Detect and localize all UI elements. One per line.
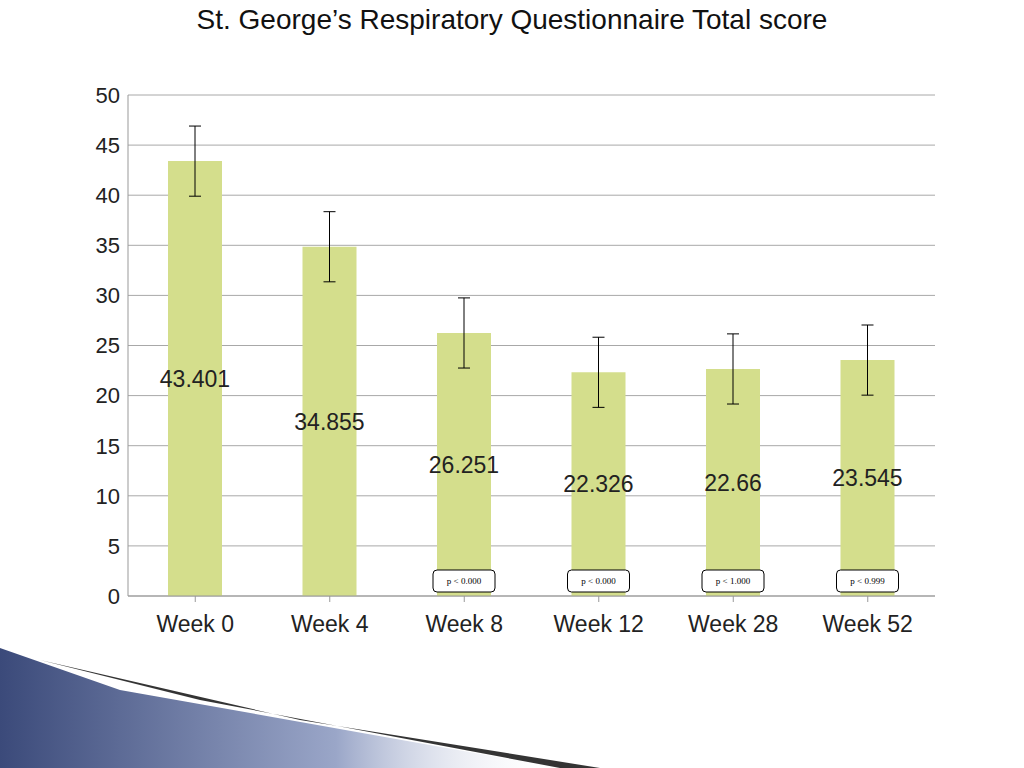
svg-text:0: 0: [108, 584, 120, 609]
svg-text:20: 20: [96, 383, 120, 408]
svg-text:22.326: 22.326: [563, 471, 633, 497]
svg-text:15: 15: [96, 434, 120, 459]
svg-text:Week 0: Week 0: [156, 611, 234, 637]
svg-text:25: 25: [96, 333, 120, 358]
svg-text:Week 12: Week 12: [554, 611, 644, 637]
html-text:St. George’s Respiratory Quest: St. George’s Respiratory Questionnaire T…: [196, 4, 828, 35]
svg-text:43.401: 43.401: [160, 366, 230, 392]
svg-text:p < 0.000: p < 0.000: [581, 576, 616, 586]
svg-text:Week 52: Week 52: [823, 611, 913, 637]
svg-text:34.855: 34.855: [294, 409, 364, 435]
svg-text:5: 5: [108, 534, 120, 559]
svg-text:p < 1.000: p < 1.000: [716, 576, 751, 586]
svg-text:50: 50: [96, 83, 120, 108]
svg-text:Week 8: Week 8: [425, 611, 503, 637]
svg-text:Week 4: Week 4: [291, 611, 369, 637]
svg-text:10: 10: [96, 484, 120, 509]
svg-text:22.66: 22.66: [704, 470, 762, 496]
svg-text:30: 30: [96, 283, 120, 308]
svg-text:45: 45: [96, 133, 120, 158]
svg-text:23.545: 23.545: [832, 465, 902, 491]
svg-text:40: 40: [96, 183, 120, 208]
svg-text:p < 0.000: p < 0.000: [447, 576, 482, 586]
svg-text:35: 35: [96, 233, 120, 258]
svg-text:26.251: 26.251: [429, 452, 499, 478]
svg-text:Week 28: Week 28: [688, 611, 778, 637]
svg-text:p < 0.999: p < 0.999: [850, 576, 885, 586]
